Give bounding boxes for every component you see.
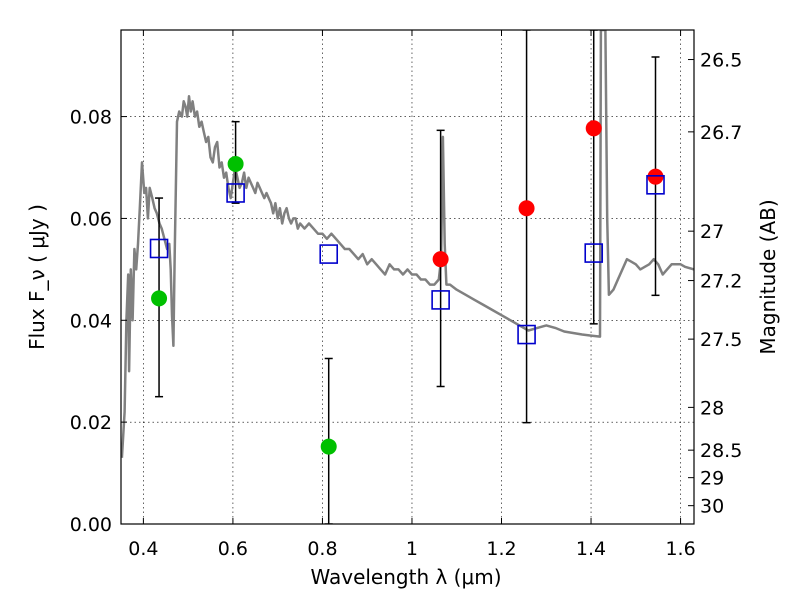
observed-point-4 [518, 200, 535, 217]
plot-frame [120, 29, 695, 525]
y-tick-label-0: 0.00 [70, 514, 112, 536]
model-photometry-0 [149, 238, 169, 259]
error-bars [155, 30, 660, 524]
y-axis-ticks: 0.00 0.02 0.04 0.06 0.08 [70, 107, 127, 536]
observed-point-3 [432, 251, 449, 268]
observed-points [151, 120, 664, 455]
y-tick-label-3: 0.06 [70, 208, 112, 230]
x-tick-label-2: 0.8 [307, 538, 337, 560]
model-photometry-6 [646, 175, 665, 195]
right-tick-label-3: 27.2 [700, 271, 742, 293]
observed-point-2 [320, 438, 337, 455]
x-tick-label-1: 0.6 [218, 538, 248, 560]
observed-point-6 [647, 168, 664, 185]
error-bar-4 [522, 30, 531, 424]
observed-point-1 [227, 155, 244, 172]
right-axis-label: Magnitude (AB) [756, 199, 780, 354]
model-photometry-squares [149, 175, 665, 345]
x-tick-label-0: 0.4 [128, 538, 158, 560]
error-bar-5 [589, 30, 598, 325]
observed-point-5 [585, 120, 602, 137]
x-tick-label-5: 1.4 [576, 538, 606, 560]
x-tick-label-6: 1.6 [665, 538, 695, 560]
model-photometry-4 [517, 324, 536, 345]
x-axis-ticks: 0.4 0.6 0.8 1 1.2 1.4 1.6 [128, 30, 696, 560]
plot-area [121, 30, 694, 524]
right-tick-label-2: 27 [700, 221, 724, 243]
right-axis-ticks: 26.5 26.7 27 27.2 27.5 28 28.5 29 30 [688, 50, 742, 518]
grid [121, 30, 694, 525]
y-tick-label-4: 0.08 [70, 107, 112, 129]
y-tick-label-1: 0.02 [70, 412, 112, 434]
right-tick-label-6: 28.5 [700, 440, 742, 462]
y-tick-label-2: 0.04 [70, 310, 112, 332]
model-photometry-5 [584, 243, 604, 263]
x-axis-label: Wavelength λ (μm) [310, 565, 501, 589]
right-tick-label-8: 30 [700, 496, 724, 518]
y-axis-label: Flux F_ν ( μJy ) [25, 204, 49, 350]
model-photometry-2 [319, 244, 339, 264]
right-tick-label-4: 27.5 [700, 329, 742, 351]
model-spectrum-line [121, 30, 694, 458]
right-tick-label-1: 26.7 [700, 122, 742, 144]
right-tick-label-5: 28 [700, 397, 724, 419]
x-tick-label-4: 1.2 [486, 538, 516, 560]
observed-point-0 [151, 290, 168, 307]
model-photometry-3 [431, 290, 450, 310]
x-tick-label-3: 1 [406, 538, 418, 560]
model-photometry-1 [226, 183, 245, 203]
right-tick-label-7: 29 [700, 468, 724, 490]
right-tick-label-0: 26.5 [700, 50, 742, 72]
